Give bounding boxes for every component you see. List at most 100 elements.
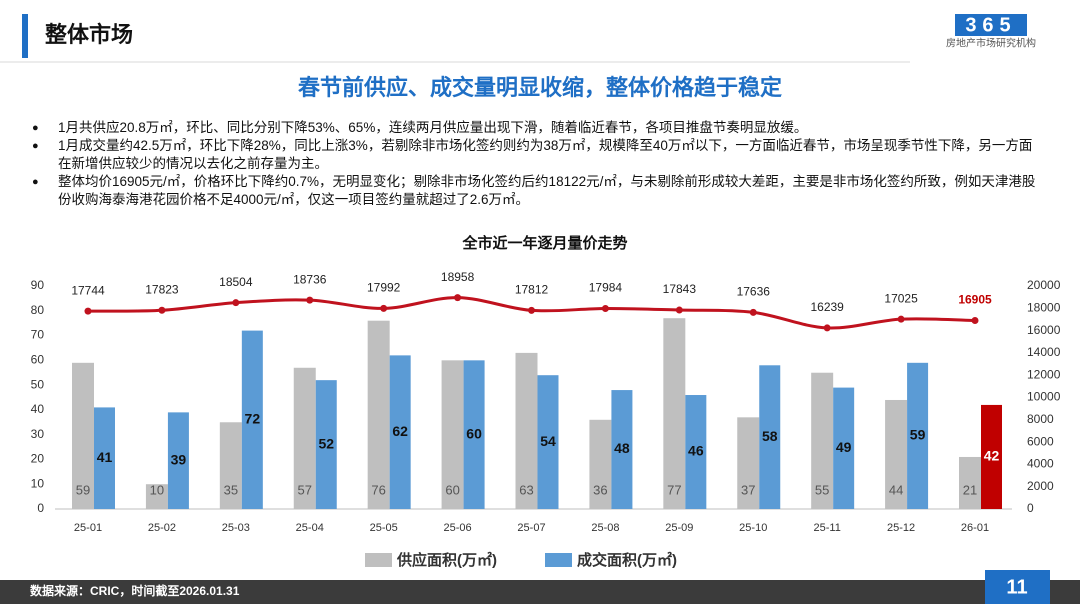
bar (685, 395, 707, 509)
bar-label: 48 (614, 440, 630, 456)
y2-tick-label: 8000 (1027, 412, 1054, 426)
bar-label: 52 (318, 435, 334, 451)
bullet-list: 1月共供应20.8万㎡，环比、同比分别下降53%、65%，连续两月供应量出现下滑… (30, 119, 1040, 209)
price-label: 17992 (367, 281, 401, 295)
price-point (158, 306, 166, 314)
bar (737, 417, 760, 509)
bar (72, 362, 94, 509)
y-tick-label: 50 (31, 377, 45, 391)
bar-label: 59 (910, 427, 926, 443)
bar (589, 419, 612, 509)
price-point (306, 296, 314, 304)
x-tick-label: 25-06 (444, 522, 472, 534)
legend-label: 供应面积(万㎡) (396, 551, 497, 569)
x-tick-label: 25-07 (517, 522, 545, 534)
x-tick-label: 25-04 (296, 522, 324, 534)
legend-swatch (365, 553, 392, 567)
y-tick-label: 90 (31, 278, 45, 292)
price-point (380, 304, 388, 312)
bar-label: 72 (245, 411, 261, 427)
bar-label: 41 (97, 449, 113, 465)
bar-label: 35 (224, 482, 238, 497)
bar-label: 55 (815, 482, 829, 497)
chart-title: 全市近一年逐月量价走势 (461, 234, 627, 252)
price-label: 17843 (663, 282, 697, 296)
bar (167, 412, 189, 509)
bar (959, 456, 981, 509)
price-label: 17744 (71, 283, 105, 297)
bullet: 1月共供应20.8万㎡，环比、同比分别下降53%、65%，连续两月供应量出现下滑… (30, 119, 1040, 137)
footer-source: 数据来源：CRIC，时间截至2026.01.31 (30, 583, 240, 598)
bar (833, 387, 855, 509)
price-point (823, 324, 831, 332)
logo-box (955, 14, 1027, 36)
subtitle: 春节前供应、成交量明显收缩，整体价格趋于稳定 (298, 75, 782, 100)
y-tick-label: 10 (31, 476, 45, 490)
x-tick-label: 25-02 (148, 522, 176, 534)
y2-tick-label: 16000 (1027, 323, 1061, 337)
x-tick-label: 25-01 (74, 522, 102, 534)
bar (145, 484, 168, 509)
price-label: 17984 (589, 281, 623, 295)
price-point (84, 307, 92, 315)
bar (515, 352, 538, 509)
bullet: 整体均价16905元/㎡，价格环比下降约0.7%，无明显变化；剔除非市场化签约后… (30, 173, 1040, 209)
price-point (897, 315, 905, 323)
footer-bar (0, 580, 1080, 604)
bar (537, 375, 559, 509)
price-point (675, 306, 683, 314)
logo-text: 房地产市场研究机构 (946, 37, 1036, 50)
logo-number: 365 (965, 14, 1016, 36)
legend-swatch (545, 553, 572, 567)
x-tick-label: 25-08 (591, 522, 619, 534)
price-label: 18504 (219, 275, 253, 289)
y2-tick-label: 0 (1027, 501, 1034, 515)
bar (611, 390, 633, 509)
bar (885, 399, 908, 509)
page-box (985, 570, 1050, 604)
y-tick-label: 40 (31, 402, 45, 416)
page-number: 11 (1006, 576, 1027, 598)
price-point (601, 304, 609, 312)
price-label: 17636 (737, 285, 771, 299)
x-tick-label: 25-09 (665, 522, 693, 534)
bar-label: 36 (593, 482, 607, 497)
y2-tick-label: 14000 (1027, 345, 1061, 359)
bar-label: 63 (519, 482, 533, 497)
bar-label: 62 (392, 423, 408, 439)
bar-label: 59 (76, 482, 90, 497)
price-label: 18736 (293, 272, 327, 286)
x-tick-label: 26-01 (961, 522, 989, 534)
bar (811, 372, 834, 509)
header-title: 整体市场 (45, 22, 133, 47)
price-point (232, 299, 240, 307)
bar (663, 318, 686, 509)
bar (389, 355, 411, 509)
price-label: 17025 (884, 291, 918, 305)
price-point (749, 308, 757, 316)
price-label: 17812 (515, 283, 549, 297)
bar-label: 44 (889, 482, 903, 497)
x-tick-label: 25-03 (222, 522, 250, 534)
x-tick-label: 25-11 (814, 522, 841, 534)
price-point (528, 306, 535, 314)
bar-label: 46 (688, 443, 704, 459)
price-label: 18958 (441, 270, 475, 284)
y-tick-label: 60 (31, 353, 45, 367)
bar (367, 320, 390, 509)
y2-tick-label: 18000 (1027, 300, 1061, 314)
y2-tick-label: 20000 (1027, 278, 1061, 292)
bar (907, 362, 929, 509)
y2-tick-label: 12000 (1027, 367, 1061, 381)
y-tick-label: 0 (37, 501, 44, 515)
bar-label: 58 (762, 428, 778, 444)
bar (463, 360, 485, 509)
bar (241, 330, 263, 509)
x-tick-label: 25-05 (370, 522, 398, 534)
bar-label: 57 (298, 482, 312, 497)
bar-label: 21 (963, 482, 977, 497)
bar (219, 422, 242, 509)
y2-tick-label: 2000 (1027, 479, 1054, 493)
y-tick-label: 70 (31, 328, 45, 342)
